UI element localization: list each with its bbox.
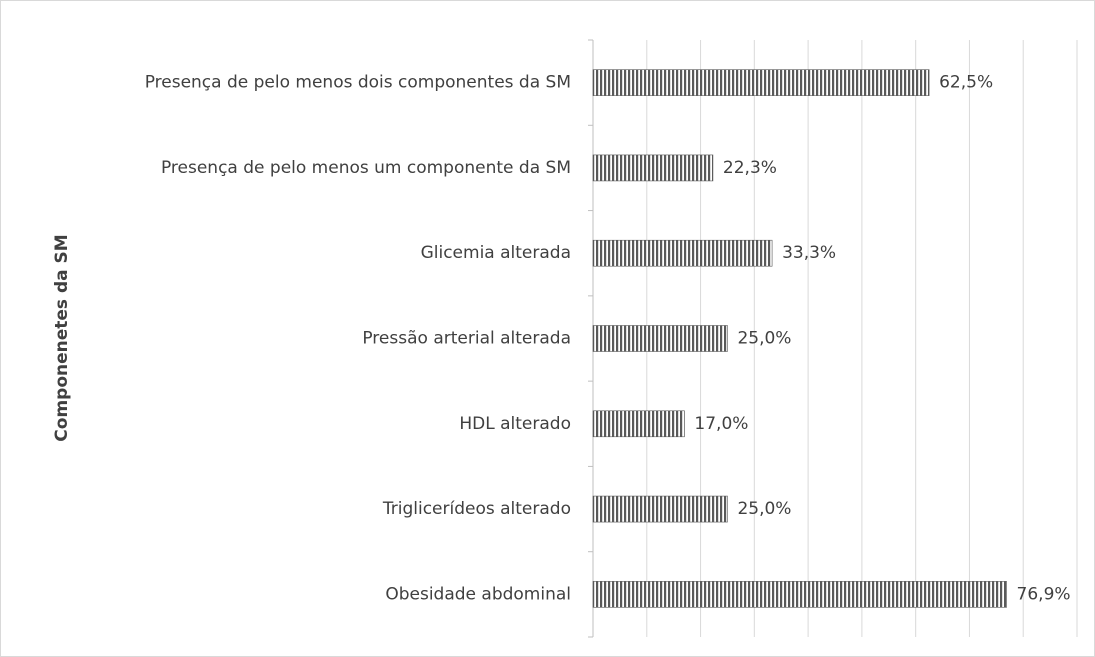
bar	[592, 410, 685, 438]
y-axis-title: Componenetes da SM	[52, 234, 72, 441]
bar	[592, 239, 773, 267]
y-tick-label: Obesidade abdominal	[385, 584, 571, 604]
bar	[592, 154, 714, 182]
y-tick-label: Glicemia alterada	[421, 243, 571, 263]
value-label: 25,0%	[737, 329, 791, 349]
y-tick-label: Pressão arterial alterada	[362, 329, 571, 349]
bar	[592, 69, 930, 96]
y-tick-label: Presença de pelo menos dois componentes …	[145, 73, 571, 93]
value-label: 17,0%	[694, 414, 748, 434]
y-tick-label: HDL alterado	[459, 414, 571, 434]
bar	[592, 581, 1007, 608]
value-label: 62,5%	[939, 73, 993, 93]
bar	[592, 325, 728, 352]
bar	[592, 495, 728, 523]
y-tick-label: Triglicerídeos alterado	[382, 499, 571, 519]
value-label: 22,3%	[723, 158, 777, 178]
value-label: 76,9%	[1017, 584, 1071, 604]
value-label: 25,0%	[737, 499, 791, 519]
value-label: 33,3%	[782, 243, 836, 263]
y-tick-label: Presença de pelo menos um componente da …	[161, 158, 571, 178]
